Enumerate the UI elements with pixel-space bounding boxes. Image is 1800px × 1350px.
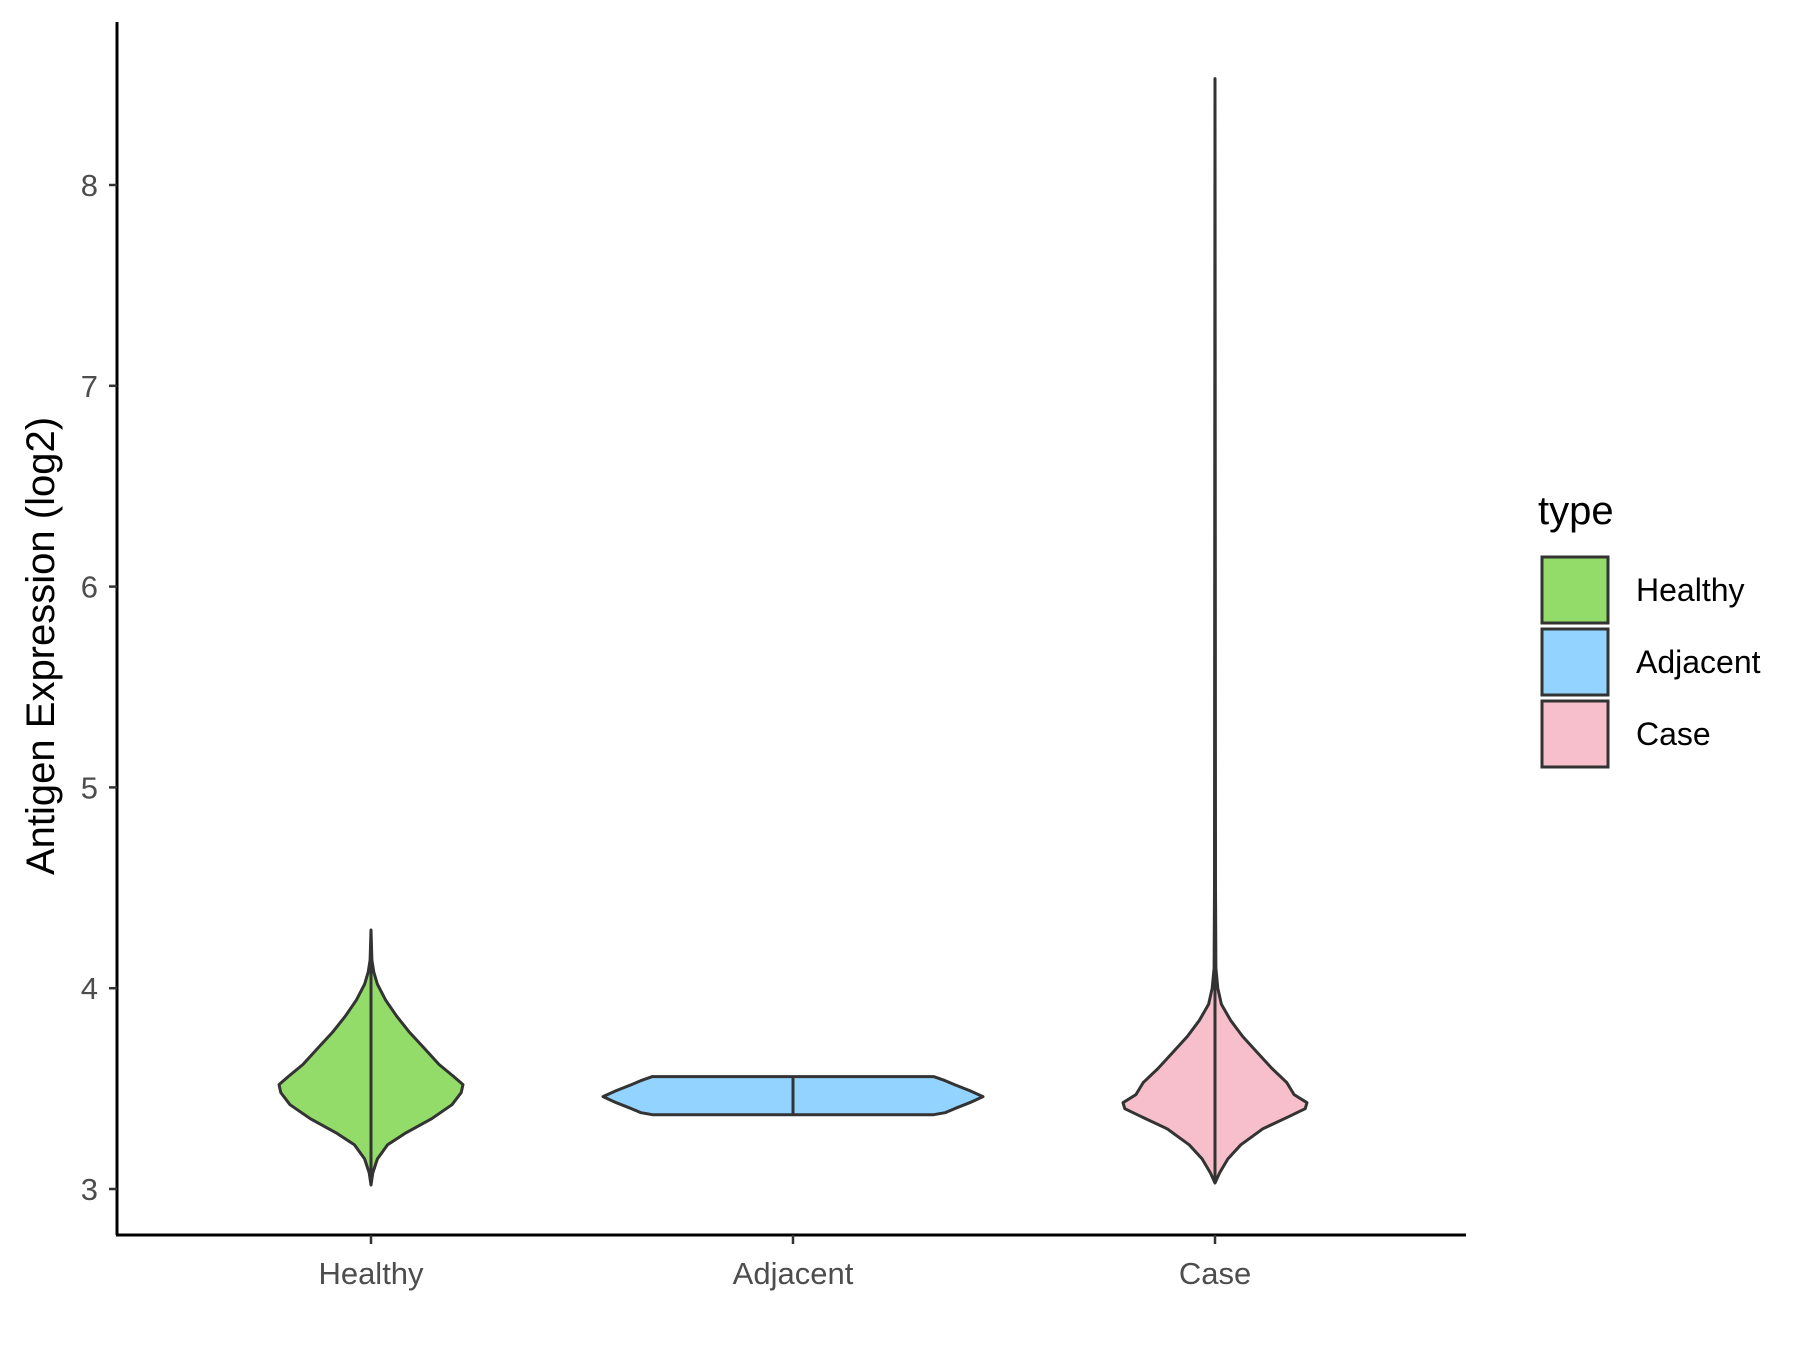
legend-key-adjacent	[1540, 627, 1610, 697]
y-tick-label: 7	[81, 369, 98, 404]
y-tick-label: 8	[81, 168, 98, 203]
y-axis-ticks: 3 4 5 6 7 8	[81, 168, 117, 1207]
y-tick-label: 3	[81, 1172, 98, 1207]
y-axis-title: Antigen Expression (log2)	[19, 417, 63, 875]
legend-key-healthy	[1540, 555, 1610, 625]
legend-key-case	[1540, 699, 1610, 769]
y-tick-label: 5	[81, 770, 98, 805]
legend-label-adjacent: Adjacent	[1636, 644, 1761, 680]
legend-label-case: Case	[1636, 716, 1711, 752]
violin-layer	[277, 77, 1309, 1187]
legend-label-healthy: Healthy	[1636, 572, 1745, 608]
x-tick-label: Case	[1179, 1256, 1251, 1291]
legend: Healthy Adjacent Case	[1540, 555, 1761, 769]
y-tick-label: 4	[81, 971, 98, 1006]
x-tick-label: Adjacent	[733, 1256, 854, 1291]
legend-title: type	[1538, 489, 1614, 533]
x-tick-label: Healthy	[318, 1256, 424, 1291]
y-tick-label: 6	[81, 570, 98, 605]
x-axis-ticks: Healthy Adjacent Case	[318, 1235, 1251, 1291]
